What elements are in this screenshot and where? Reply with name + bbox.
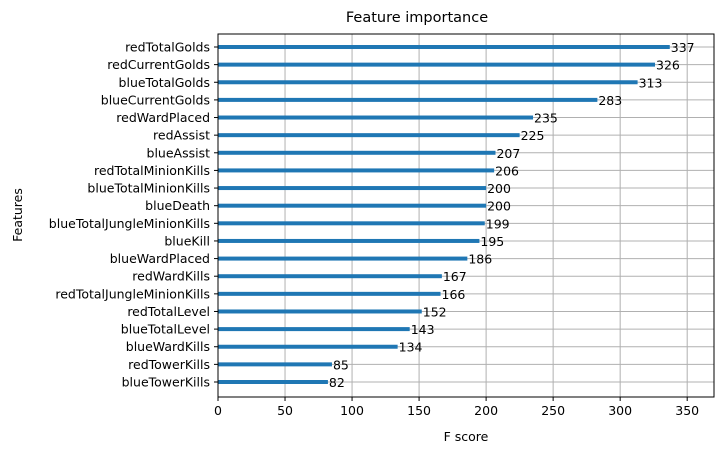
bar-blueCurrentGolds: [218, 97, 598, 102]
value-label-blueTotalJungleMinionKills: 199: [486, 216, 510, 231]
x-axis-label: F score: [444, 429, 489, 444]
y-tick-label-blueDeath: blueDeath: [145, 198, 210, 213]
y-tick-label-blueTotalMinionKills: blueTotalMinionKills: [87, 181, 210, 196]
y-tick-label-blueTotalJungleMinionKills: blueTotalJungleMinionKills: [49, 216, 210, 231]
x-tick-label-7: 350: [675, 403, 699, 418]
value-label-blueTotalMinionKills: 200: [487, 181, 511, 196]
y-tick-label-redWardKills: redWardKills: [132, 269, 210, 284]
value-label-redWardKills: 167: [443, 269, 467, 284]
value-label-redTotalGolds: 337: [671, 40, 695, 55]
value-label-blueCurrentGolds: 283: [598, 93, 622, 108]
bar-redWardKills: [218, 274, 442, 279]
y-tick-label-blueWardPlaced: blueWardPlaced: [110, 251, 210, 266]
y-tick-label-blueTowerKills: blueTowerKills: [122, 375, 210, 390]
value-label-blueAssist: 207: [496, 146, 520, 161]
x-tick-label-0: 0: [214, 403, 222, 418]
y-axis-ticks: redTotalGolds redCurrentGolds blueTotalGol…: [49, 40, 218, 390]
value-label-redTotalMinionKills: 206: [495, 163, 519, 178]
bar-redTotalMinionKills: [218, 168, 495, 173]
value-label-blueKill: 195: [480, 234, 504, 249]
bar-blueKill: [218, 238, 480, 243]
bar-blueDeath: [218, 203, 487, 208]
value-labels-group: 3373263132832352252072062002001991951861…: [329, 40, 695, 390]
y-tick-label-blueTotalGolds: blueTotalGolds: [119, 75, 210, 90]
y-tick-label-redWardPlaced: redWardPlaced: [116, 110, 210, 125]
bar-redTotalJungleMinionKills: [218, 291, 441, 296]
x-tick-label-1: 50: [277, 403, 293, 418]
value-label-redTowerKills: 85: [333, 357, 349, 372]
y-tick-label-blueAssist: blueAssist: [147, 145, 211, 160]
bar-blueTotalJungleMinionKills: [218, 221, 485, 226]
x-axis-ticks: 0 50 100 150 200 250 300 350: [214, 397, 699, 418]
value-label-redTotalLevel: 152: [423, 304, 447, 319]
y-tick-label-redTotalJungleMinionKills: redTotalJungleMinionKills: [55, 286, 210, 301]
value-label-redTotalJungleMinionKills: 166: [442, 287, 466, 302]
bar-redCurrentGolds: [218, 62, 656, 67]
value-label-redWardPlaced: 235: [534, 111, 558, 126]
y-tick-label-blueTotalLevel: blueTotalLevel: [121, 322, 210, 337]
bar-redTotalLevel: [218, 309, 422, 314]
y-tick-label-blueKill: blueKill: [164, 233, 210, 248]
value-label-blueTowerKills: 82: [329, 375, 345, 390]
bar-blueTowerKills: [218, 380, 328, 384]
value-label-redAssist: 225: [521, 128, 545, 143]
bar-redTowerKills: [218, 362, 332, 367]
bar-blueWardKills: [218, 344, 398, 349]
bar-redAssist: [218, 133, 520, 138]
bar-blueTotalMinionKills: [218, 186, 487, 191]
y-tick-label-redAssist: redAssist: [153, 128, 210, 143]
chart-title: Feature importance: [346, 10, 488, 26]
bar-blueTotalGolds: [218, 80, 638, 85]
bars-group: [218, 45, 670, 384]
bar-blueWardPlaced: [218, 256, 468, 261]
y-tick-label-blueWardKills: blueWardKills: [126, 339, 210, 354]
bar-blueTotalLevel: [218, 327, 410, 332]
plot-frame: [217, 33, 715, 398]
y-tick-label-redCurrentGolds: redCurrentGolds: [107, 57, 210, 72]
y-tick-label-redTotalLevel: redTotalLevel: [127, 304, 210, 319]
value-label-redCurrentGolds: 326: [656, 58, 680, 73]
value-label-blueWardPlaced: 186: [468, 252, 492, 267]
x-tick-label-2: 100: [340, 403, 364, 418]
x-tick-label-6: 300: [608, 403, 632, 418]
x-tick-label-3: 150: [407, 403, 431, 418]
y-axis-label: Features: [10, 188, 25, 242]
value-label-blueTotalGolds: 313: [639, 75, 663, 90]
value-label-blueTotalLevel: 143: [411, 322, 435, 337]
value-label-blueWardKills: 134: [399, 340, 423, 355]
x-tick-label-4: 200: [474, 403, 498, 418]
bar-blueAssist: [218, 150, 496, 155]
x-tick-label-5: 250: [541, 403, 565, 418]
bar-redTotalGolds: [218, 45, 670, 49]
y-tick-label-redTowerKills: redTowerKills: [128, 357, 210, 372]
y-tick-label-redTotalMinionKills: redTotalMinionKills: [94, 163, 210, 178]
value-label-blueDeath: 200: [487, 199, 511, 214]
y-tick-label-blueCurrentGolds: blueCurrentGolds: [101, 92, 210, 107]
y-tick-label-redTotalGolds: redTotalGolds: [125, 40, 210, 55]
bar-redWardPlaced: [218, 115, 534, 120]
